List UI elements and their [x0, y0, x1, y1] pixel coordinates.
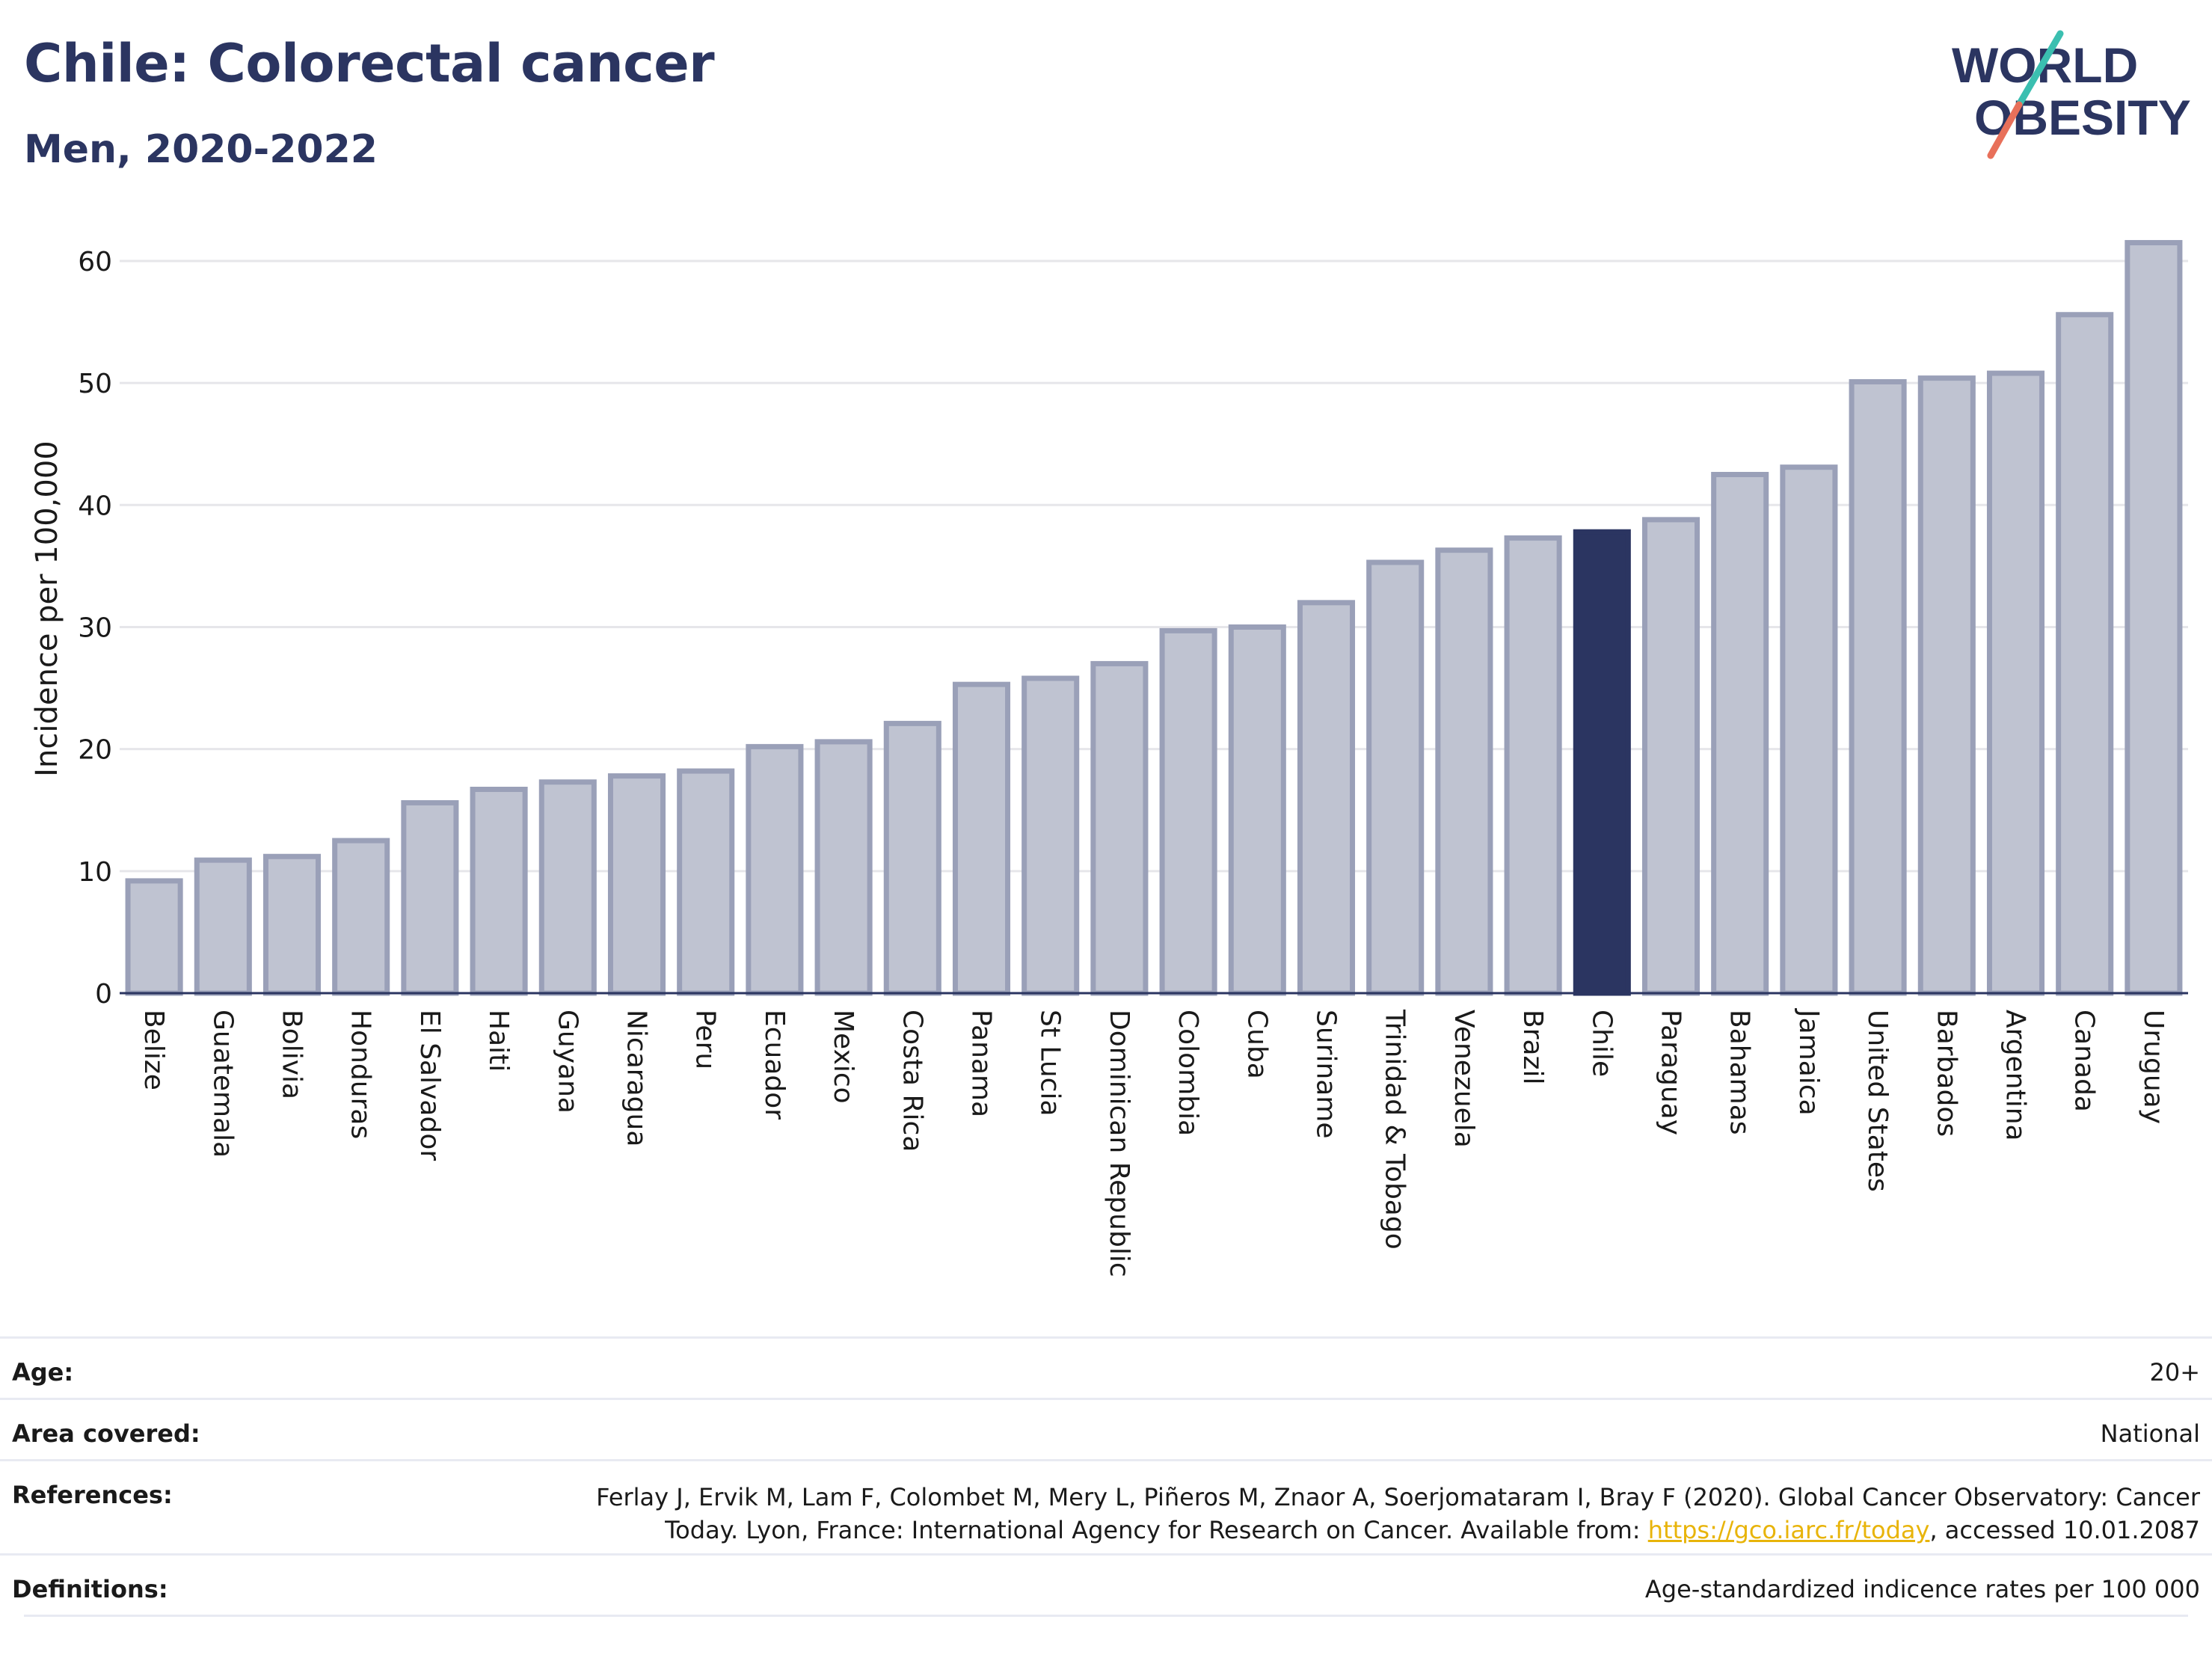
x-tick-label: Paraguay	[1656, 1010, 1686, 1135]
x-tick-label: Bolivia	[277, 1010, 307, 1099]
x-tick-label: Argentina	[2000, 1010, 2031, 1141]
x-tick-label: Trinidad & Tobago	[1380, 1009, 1410, 1250]
bar	[1711, 472, 1769, 996]
area-value: National	[2100, 1419, 2200, 1448]
x-tick-label: Bahamas	[1724, 1010, 1755, 1135]
meta-row-age: Age: 20+	[0, 1336, 2212, 1398]
x-tick-label: Brazil	[1517, 1010, 1548, 1084]
bar	[1780, 464, 1838, 996]
y-tick-label: 40	[78, 491, 112, 521]
logo-slash-teal	[2015, 30, 2064, 108]
y-tick-label: 10	[78, 857, 112, 888]
bar	[1228, 624, 1286, 996]
y-tick-label: 0	[95, 979, 112, 1010]
y-tick-label: 60	[78, 247, 112, 277]
definitions-value: Age-standardized indicence rates per 100…	[1644, 1575, 2200, 1603]
bar	[677, 768, 735, 996]
x-tick-label: Haiti	[483, 1010, 514, 1072]
bar	[952, 681, 1011, 996]
bar	[1917, 375, 1976, 996]
page-title: Chile: Colorectal cancer	[24, 33, 715, 94]
page-subtitle: Men, 2020-2022	[24, 127, 378, 172]
age-value: 20+	[2149, 1358, 2200, 1387]
x-tick-label: St Lucia	[1035, 1010, 1066, 1117]
bar	[1090, 660, 1149, 996]
meta-bottom-divider	[24, 1615, 2188, 1617]
x-tick-label: Suriname	[1311, 1010, 1342, 1139]
bar	[1641, 517, 1701, 996]
x-tick-label: Honduras	[345, 1010, 376, 1139]
bar	[538, 779, 597, 996]
references-label: References:	[12, 1481, 173, 1509]
bar	[2056, 312, 2114, 996]
bar-chart: 0 10 20 30 40 50 60 Incidence per 100,000 Belize…	[30, 239, 2188, 1277]
area-label: Area covered:	[12, 1419, 200, 1448]
references-value: Ferlay J, Ervik M, Lam F, Colombet M, Me…	[596, 1481, 2200, 1547]
bar	[814, 739, 873, 996]
definitions-label: Definitions:	[12, 1575, 168, 1603]
x-tick-label: Panama	[966, 1010, 997, 1117]
bar	[607, 773, 666, 996]
y-axis-label: Incidence per 100,000	[30, 440, 64, 777]
meta-row-area: Area covered: National	[0, 1398, 2212, 1460]
bar	[262, 853, 322, 996]
bar	[401, 799, 459, 996]
x-tick-label: Belize	[138, 1010, 169, 1090]
y-tick-label: 30	[78, 612, 112, 643]
references-line2-pre: Today. Lyon, France: International Agenc…	[665, 1516, 1648, 1544]
world-obesity-logo: WORLD OBESITY	[1952, 30, 2191, 159]
x-tick-label: Chile	[1586, 1010, 1617, 1077]
x-tick-label: Barbados	[1931, 1010, 1961, 1137]
x-tick-label: Guyana	[552, 1010, 583, 1114]
x-tick-label: Jamaica	[1793, 1008, 1824, 1116]
x-tick-label: El Salvador	[414, 1010, 445, 1161]
references-line1: Ferlay J, Ervik M, Lam F, Colombet M, Me…	[596, 1483, 2200, 1511]
x-tick-label: Venezuela	[1448, 1010, 1479, 1148]
x-tick-label: Ecuador	[759, 1010, 790, 1120]
x-tick-label: Costa Rica	[897, 1010, 927, 1152]
age-label: Age:	[12, 1358, 74, 1387]
x-tick-label: Nicaragua	[621, 1010, 652, 1146]
bar	[1021, 675, 1080, 996]
meta-row-references: References: Ferlay J, Ervik M, Lam F, Co…	[0, 1459, 2212, 1554]
y-tick-label: 50	[78, 369, 112, 399]
bar	[2125, 239, 2183, 996]
logo-slash-coral	[1987, 101, 2023, 159]
bar	[125, 878, 183, 996]
bar	[194, 857, 252, 996]
x-tick-label: Peru	[690, 1010, 721, 1069]
bar	[1366, 559, 1425, 996]
references-line2-post: , accessed 10.01.2087	[1929, 1516, 2200, 1544]
x-tick-label: Uruguay	[2138, 1010, 2169, 1124]
bar	[1986, 370, 2045, 996]
x-tick-label: Canada	[2069, 1010, 2100, 1112]
bar	[470, 786, 528, 996]
meta-row-definitions: Definitions: Age-standardized indicence …	[0, 1553, 2212, 1617]
bar	[1435, 547, 1493, 996]
x-tick-label: Mexico	[828, 1010, 858, 1104]
bar	[1573, 529, 1631, 996]
x-tick-label: Guatemala	[207, 1010, 238, 1158]
x-tick-label: Cuba	[1241, 1010, 1272, 1079]
x-tick-label: United States	[1862, 1010, 1893, 1192]
x-tick-label: Colombia	[1173, 1010, 1203, 1136]
bar	[883, 720, 941, 996]
bar	[1849, 378, 1907, 996]
bar	[1297, 600, 1356, 996]
bar	[332, 838, 390, 996]
y-tick-label: 20	[78, 735, 112, 766]
bar	[746, 743, 804, 996]
x-tick-label: Dominican Republic	[1104, 1010, 1134, 1277]
bar	[1504, 535, 1562, 996]
bar	[1159, 627, 1217, 996]
references-link[interactable]: https://gco.iarc.fr/today	[1647, 1516, 1930, 1544]
